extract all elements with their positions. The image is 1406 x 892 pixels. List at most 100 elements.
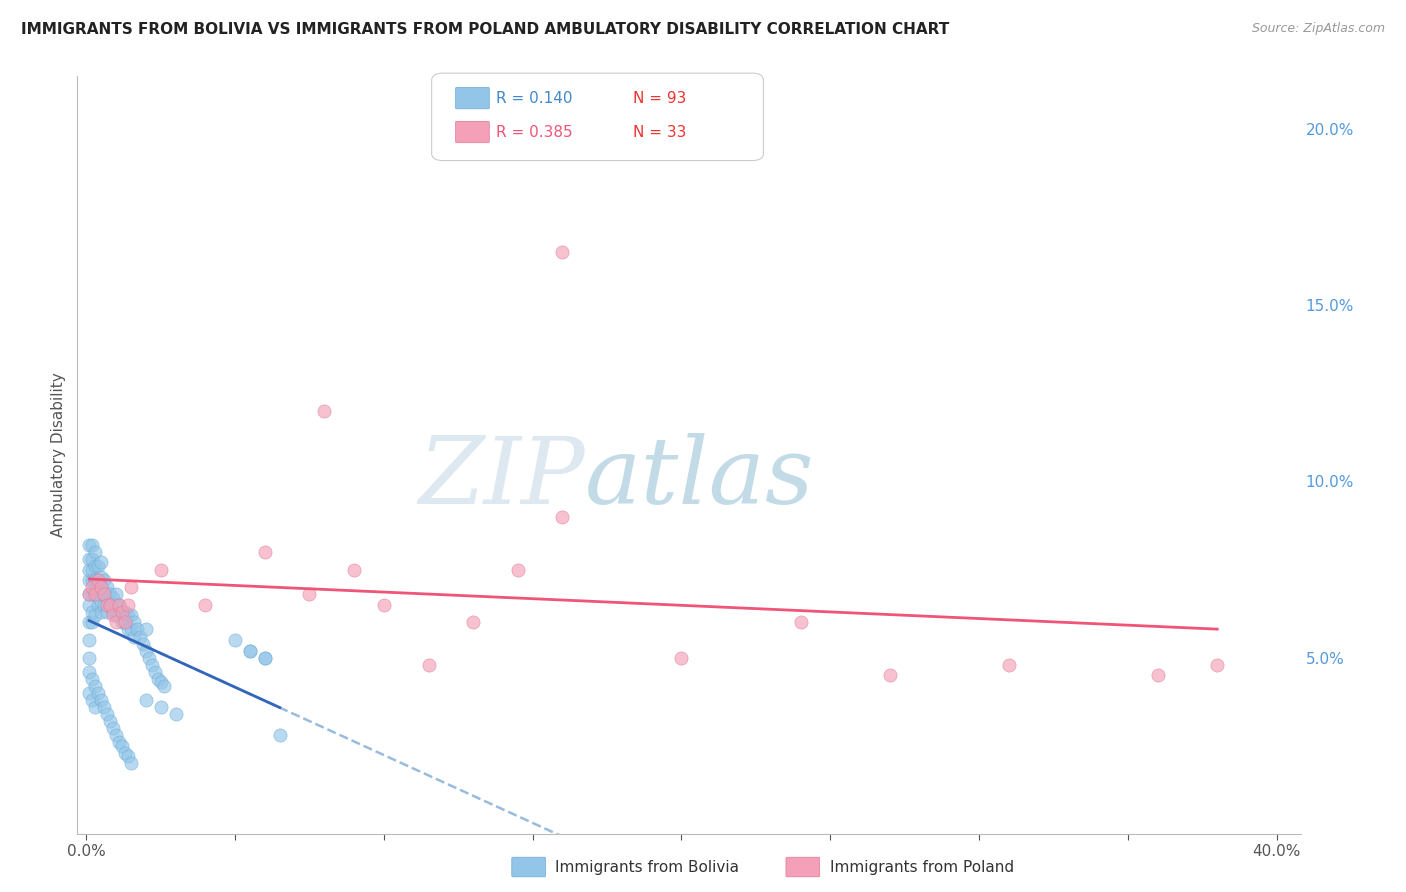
- Point: [82, 573, 104, 587]
- Point: [84, 587, 107, 601]
- Point: [101, 608, 124, 623]
- Point: [122, 630, 145, 644]
- Point: [101, 721, 124, 735]
- Point: [84, 545, 107, 559]
- Point: [77, 573, 100, 587]
- Point: [239, 643, 262, 657]
- Point: [98, 598, 121, 612]
- Point: [93, 700, 115, 714]
- Point: [194, 598, 217, 612]
- Point: [114, 615, 136, 630]
- Point: [96, 605, 118, 619]
- Point: [879, 668, 901, 682]
- Point: [82, 587, 104, 601]
- Point: [96, 598, 118, 612]
- Point: [111, 605, 134, 619]
- Point: [82, 693, 104, 707]
- Point: [108, 735, 131, 749]
- Point: [998, 657, 1021, 672]
- Point: [77, 633, 100, 648]
- Point: [87, 573, 110, 587]
- Text: Source: ZipAtlas.com: Source: ZipAtlas.com: [1251, 22, 1385, 36]
- Point: [82, 552, 104, 566]
- Point: [87, 573, 110, 587]
- Text: atlas: atlas: [585, 433, 814, 523]
- Point: [117, 749, 139, 764]
- Point: [82, 538, 104, 552]
- Point: [82, 605, 104, 619]
- Point: [551, 509, 574, 524]
- Point: [96, 707, 118, 722]
- Point: [77, 587, 100, 601]
- Point: [90, 693, 112, 707]
- Point: [146, 672, 169, 686]
- Point: [671, 650, 693, 665]
- Point: [253, 650, 276, 665]
- Point: [135, 693, 157, 707]
- Point: [77, 538, 100, 552]
- Point: [98, 598, 121, 612]
- Point: [114, 615, 136, 630]
- Text: IMMIGRANTS FROM BOLIVIA VS IMMIGRANTS FROM POLAND AMBULATORY DISABILITY CORRELAT: IMMIGRANTS FROM BOLIVIA VS IMMIGRANTS FR…: [21, 22, 949, 37]
- Point: [463, 615, 485, 630]
- Point: [111, 615, 134, 630]
- Text: ZIP: ZIP: [419, 433, 585, 523]
- Point: [105, 587, 128, 601]
- Point: [506, 562, 529, 576]
- Point: [77, 562, 100, 576]
- Point: [117, 608, 139, 623]
- Point: [122, 615, 145, 630]
- Point: [84, 700, 107, 714]
- Text: R = 0.140: R = 0.140: [496, 91, 572, 105]
- Point: [114, 605, 136, 619]
- Point: [141, 657, 163, 672]
- Point: [108, 598, 131, 612]
- Point: [111, 739, 134, 753]
- Point: [165, 707, 187, 722]
- Point: [120, 623, 142, 637]
- Point: [96, 591, 118, 605]
- Point: [551, 245, 574, 260]
- Point: [105, 598, 128, 612]
- Point: [90, 556, 112, 570]
- Point: [117, 598, 139, 612]
- Point: [87, 559, 110, 574]
- Point: [101, 591, 124, 605]
- Point: [418, 657, 440, 672]
- Point: [101, 605, 124, 619]
- Point: [77, 587, 100, 601]
- Text: R = 0.385: R = 0.385: [496, 125, 572, 139]
- Point: [135, 643, 157, 657]
- Text: N = 33: N = 33: [633, 125, 686, 139]
- Point: [87, 587, 110, 601]
- Point: [98, 714, 121, 728]
- Point: [314, 404, 336, 418]
- Point: [1146, 668, 1168, 682]
- Point: [128, 630, 150, 644]
- Point: [298, 587, 321, 601]
- Point: [82, 580, 104, 594]
- Point: [90, 594, 112, 608]
- Point: [84, 679, 107, 693]
- Point: [138, 650, 160, 665]
- Point: [125, 623, 148, 637]
- Point: [149, 700, 172, 714]
- Point: [343, 562, 366, 576]
- Point: [105, 728, 128, 742]
- Point: [789, 615, 811, 630]
- Point: [105, 615, 128, 630]
- Point: [108, 598, 131, 612]
- Point: [149, 562, 172, 576]
- Point: [82, 615, 104, 630]
- Point: [77, 615, 100, 630]
- Text: Immigrants from Bolivia: Immigrants from Bolivia: [555, 860, 740, 874]
- Point: [93, 573, 115, 587]
- Point: [77, 665, 100, 679]
- Point: [90, 580, 112, 594]
- Point: [90, 605, 112, 619]
- Point: [84, 559, 107, 574]
- Point: [135, 623, 157, 637]
- Point: [269, 728, 291, 742]
- Point: [90, 580, 112, 594]
- Point: [143, 665, 166, 679]
